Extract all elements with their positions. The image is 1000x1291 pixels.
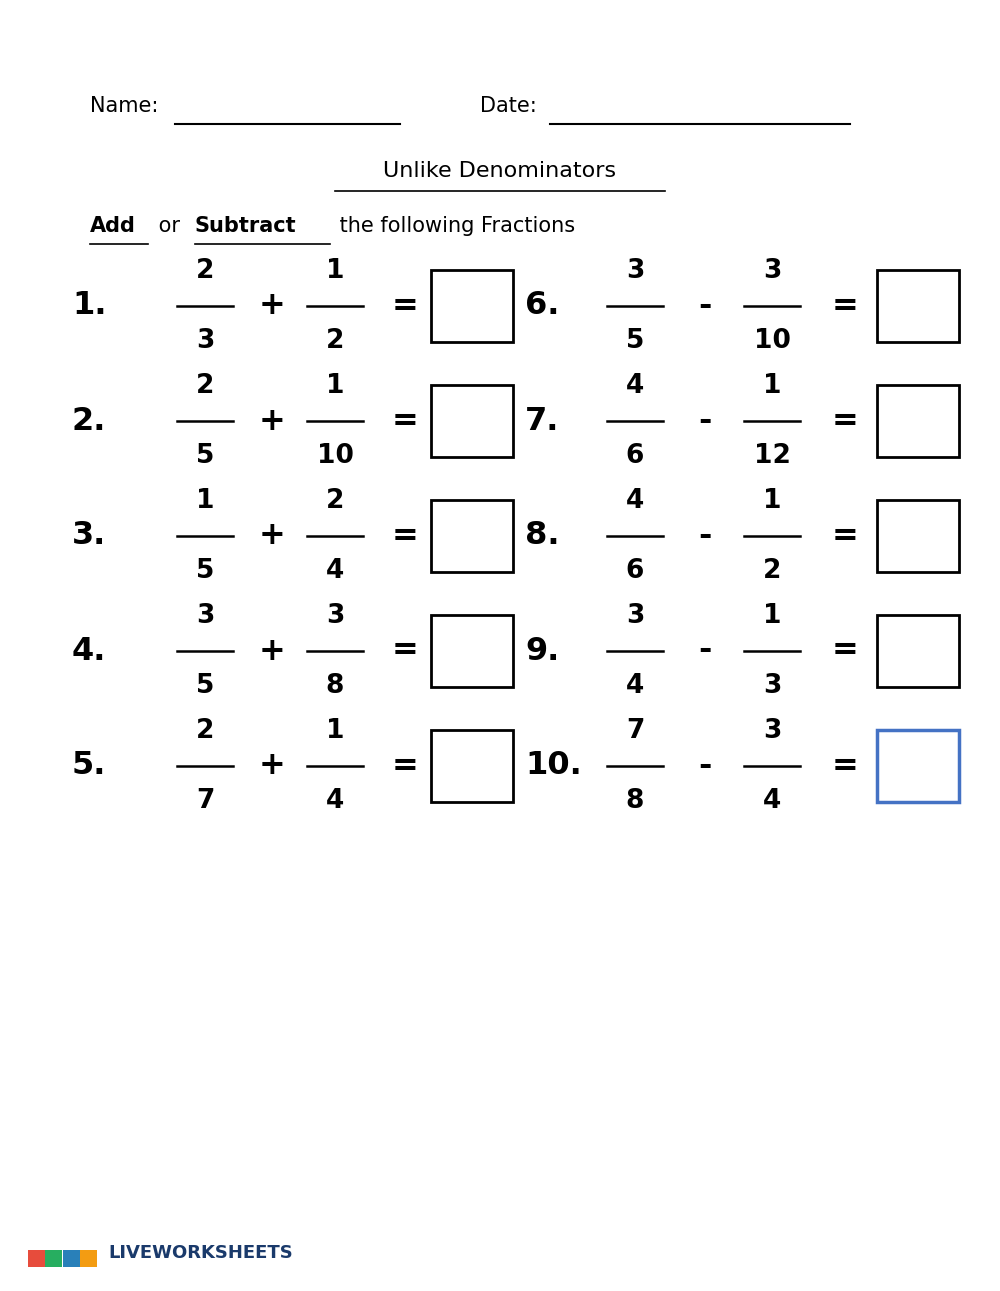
Text: 10: 10 <box>754 328 790 354</box>
Bar <box>431 500 513 572</box>
Bar <box>877 615 959 687</box>
Text: 4: 4 <box>326 788 344 815</box>
Text: =: = <box>392 750 418 781</box>
Text: -: - <box>698 290 712 321</box>
Text: 12: 12 <box>754 443 790 469</box>
Text: +: + <box>259 405 285 436</box>
Text: -: - <box>698 520 712 551</box>
Text: 1: 1 <box>326 718 344 744</box>
Text: 4: 4 <box>626 373 644 399</box>
Bar <box>431 729 513 802</box>
Text: 6: 6 <box>626 558 644 584</box>
Bar <box>431 270 513 342</box>
Text: +: + <box>259 290 285 321</box>
Text: 1: 1 <box>763 603 781 629</box>
Text: 2: 2 <box>326 488 344 514</box>
Text: Date:: Date: <box>480 96 537 116</box>
Text: 3: 3 <box>326 603 344 629</box>
Text: 10: 10 <box>317 443 353 469</box>
Text: =: = <box>832 520 858 551</box>
Bar <box>877 270 959 342</box>
Text: 9.: 9. <box>525 635 559 666</box>
Text: 3.: 3. <box>72 520 106 551</box>
Text: 7.: 7. <box>525 405 559 436</box>
Text: 3: 3 <box>763 718 781 744</box>
Text: 1: 1 <box>763 373 781 399</box>
Text: 2: 2 <box>196 718 214 744</box>
Text: =: = <box>392 290 418 321</box>
Text: the following Fractions: the following Fractions <box>333 216 575 236</box>
Text: Subtract: Subtract <box>195 216 297 236</box>
Text: 3: 3 <box>763 258 781 284</box>
Bar <box>877 385 959 457</box>
Text: 1: 1 <box>326 258 344 284</box>
Text: 7: 7 <box>196 788 214 815</box>
Text: Add: Add <box>90 216 136 236</box>
Text: 1: 1 <box>763 488 781 514</box>
Text: 4: 4 <box>326 558 344 584</box>
Text: 2: 2 <box>326 328 344 354</box>
Bar <box>877 500 959 572</box>
Text: 2.: 2. <box>72 405 106 436</box>
Bar <box>431 615 513 687</box>
Text: LIVEWORKSHEETS: LIVEWORKSHEETS <box>108 1245 293 1263</box>
Text: 3: 3 <box>763 673 781 698</box>
Text: 5.: 5. <box>72 750 106 781</box>
Bar <box>28 1250 45 1266</box>
Text: 8: 8 <box>326 673 344 698</box>
Text: 2: 2 <box>196 258 214 284</box>
Bar <box>877 729 959 802</box>
Bar <box>431 385 513 457</box>
Text: Unlike Denominators: Unlike Denominators <box>383 161 617 181</box>
Text: Name:: Name: <box>90 96 158 116</box>
Text: +: + <box>259 520 285 551</box>
Text: or: or <box>152 216 187 236</box>
Text: -: - <box>698 635 712 666</box>
Text: -: - <box>698 750 712 781</box>
Text: 8.: 8. <box>525 520 560 551</box>
Text: 1.: 1. <box>72 290 106 321</box>
Text: 8: 8 <box>626 788 644 815</box>
Text: =: = <box>832 750 858 781</box>
Text: 3: 3 <box>626 603 644 629</box>
Text: 1: 1 <box>196 488 214 514</box>
Text: 5: 5 <box>196 558 214 584</box>
Text: 10.: 10. <box>525 750 582 781</box>
Bar <box>63 1250 80 1266</box>
Text: 5: 5 <box>196 673 214 698</box>
Text: 4: 4 <box>626 488 644 514</box>
Text: +: + <box>259 750 285 781</box>
Text: 5: 5 <box>196 443 214 469</box>
Text: 4: 4 <box>626 673 644 698</box>
Text: 3: 3 <box>196 328 214 354</box>
Text: =: = <box>392 635 418 666</box>
Text: 3: 3 <box>196 603 214 629</box>
Text: =: = <box>832 635 858 666</box>
Text: +: + <box>259 635 285 666</box>
Text: 7: 7 <box>626 718 644 744</box>
Text: 2: 2 <box>196 373 214 399</box>
Text: =: = <box>392 520 418 551</box>
Bar <box>45 1250 62 1266</box>
Text: 3: 3 <box>626 258 644 284</box>
Text: =: = <box>832 405 858 436</box>
Text: 6.: 6. <box>525 290 559 321</box>
Text: =: = <box>392 405 418 436</box>
Text: 5: 5 <box>626 328 644 354</box>
Text: 4: 4 <box>763 788 781 815</box>
Text: 1: 1 <box>326 373 344 399</box>
Text: 2: 2 <box>763 558 781 584</box>
Text: -: - <box>698 405 712 436</box>
Text: 4.: 4. <box>72 635 106 666</box>
Text: =: = <box>832 290 858 321</box>
Bar <box>80 1250 97 1266</box>
Text: 6: 6 <box>626 443 644 469</box>
